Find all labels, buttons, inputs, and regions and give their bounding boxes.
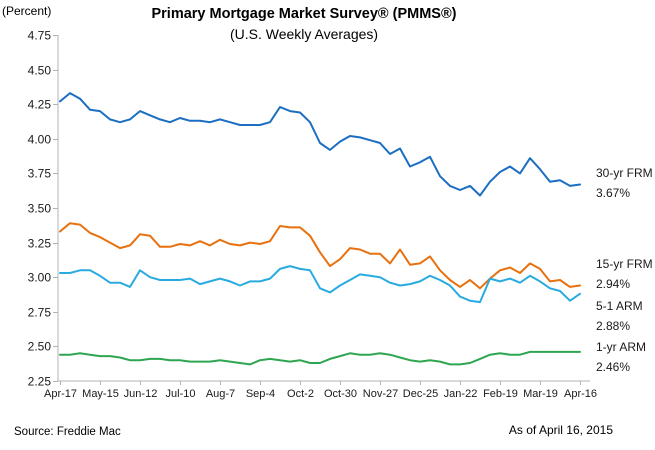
legend-5-1-arm-label: 5-1 ARM bbox=[596, 299, 643, 313]
x-axis-tick-label: Jan-22 bbox=[444, 388, 478, 400]
y-axis-tick-label: 2.25 bbox=[28, 375, 52, 389]
legend-5-1-arm: 5-1 ARM 2.88% bbox=[596, 296, 643, 336]
axis-lines bbox=[57, 35, 590, 382]
x-axis-tick-label: Dec-25 bbox=[403, 388, 438, 400]
as-of-date-label: As of April 16, 2015 bbox=[508, 423, 613, 437]
legend-30yr-frm-value: 3.67% bbox=[596, 186, 631, 200]
legend-30yr-frm-label: 30-yr FRM bbox=[596, 166, 653, 180]
y-axis-tick-label: 2.50 bbox=[28, 340, 52, 354]
legend-5-1-arm-value: 2.88% bbox=[596, 319, 631, 333]
legend-1yr-arm-value: 2.46% bbox=[596, 360, 631, 374]
y-axis-tick-label: 3.25 bbox=[28, 237, 52, 251]
x-axis-tick-label: Mar-19 bbox=[523, 388, 558, 400]
legend-1yr-arm-label: 1-yr ARM bbox=[596, 340, 647, 354]
x-axis-tick-label: Nov-27 bbox=[363, 388, 398, 400]
series-line-1-yr-arm bbox=[59, 350, 581, 366]
chart-subtitle: (U.S. Weekly Averages) bbox=[229, 26, 379, 42]
y-axis-tick-label: 4.25 bbox=[28, 98, 52, 112]
y-axis-tick-label: 3.00 bbox=[28, 271, 52, 285]
x-axis-tick-label: Oct-2 bbox=[287, 388, 314, 400]
x-axis-tick-label: Feb-19 bbox=[483, 388, 518, 400]
series-line-15-yr-frm bbox=[59, 222, 581, 290]
legend-15yr-frm-value: 2.94% bbox=[596, 277, 631, 291]
legend-1yr-arm: 1-yr ARM 2.46% bbox=[596, 337, 646, 377]
x-axis-tick-label: Sep-4 bbox=[246, 388, 275, 400]
chart-title: Primary Mortgage Market Survey® (PMMS®) bbox=[151, 6, 457, 22]
legend-15yr-frm: 15-yr FRM 2.94% bbox=[596, 254, 653, 294]
x-axis-tick-label: Jun-12 bbox=[124, 388, 158, 400]
y-axis-tick-label: 3.50 bbox=[28, 202, 52, 216]
y-axis-tick-label: 4.50 bbox=[28, 64, 52, 78]
x-axis-tick-label: Aug-7 bbox=[206, 388, 235, 400]
y-axis-tick-label: 3.75 bbox=[28, 167, 52, 181]
series-line-5-1-arm bbox=[59, 265, 581, 304]
x-axis-tick-label: Apr-17 bbox=[44, 388, 77, 400]
x-axis-tick-label: Oct-30 bbox=[324, 388, 357, 400]
x-axis-tick-label: Jul-10 bbox=[166, 388, 196, 400]
x-axis-tick-label: Apr-16 bbox=[564, 388, 597, 400]
source-label: Source: Freddie Mac bbox=[14, 426, 121, 438]
x-axis-tick-label: May-15 bbox=[82, 388, 119, 400]
y-axis-unit-label: (Percent) bbox=[2, 4, 52, 18]
series-line-30-yr-frm bbox=[59, 92, 581, 197]
y-axis-tick-label: 4.75 bbox=[28, 29, 52, 43]
y-axis-tick-label: 4.00 bbox=[28, 133, 52, 147]
legend-30yr-frm: 30-yr FRM 3.67% bbox=[596, 163, 653, 203]
legend-15yr-frm-label: 15-yr FRM bbox=[596, 257, 653, 271]
y-axis-tick-label: 2.75 bbox=[28, 306, 52, 320]
